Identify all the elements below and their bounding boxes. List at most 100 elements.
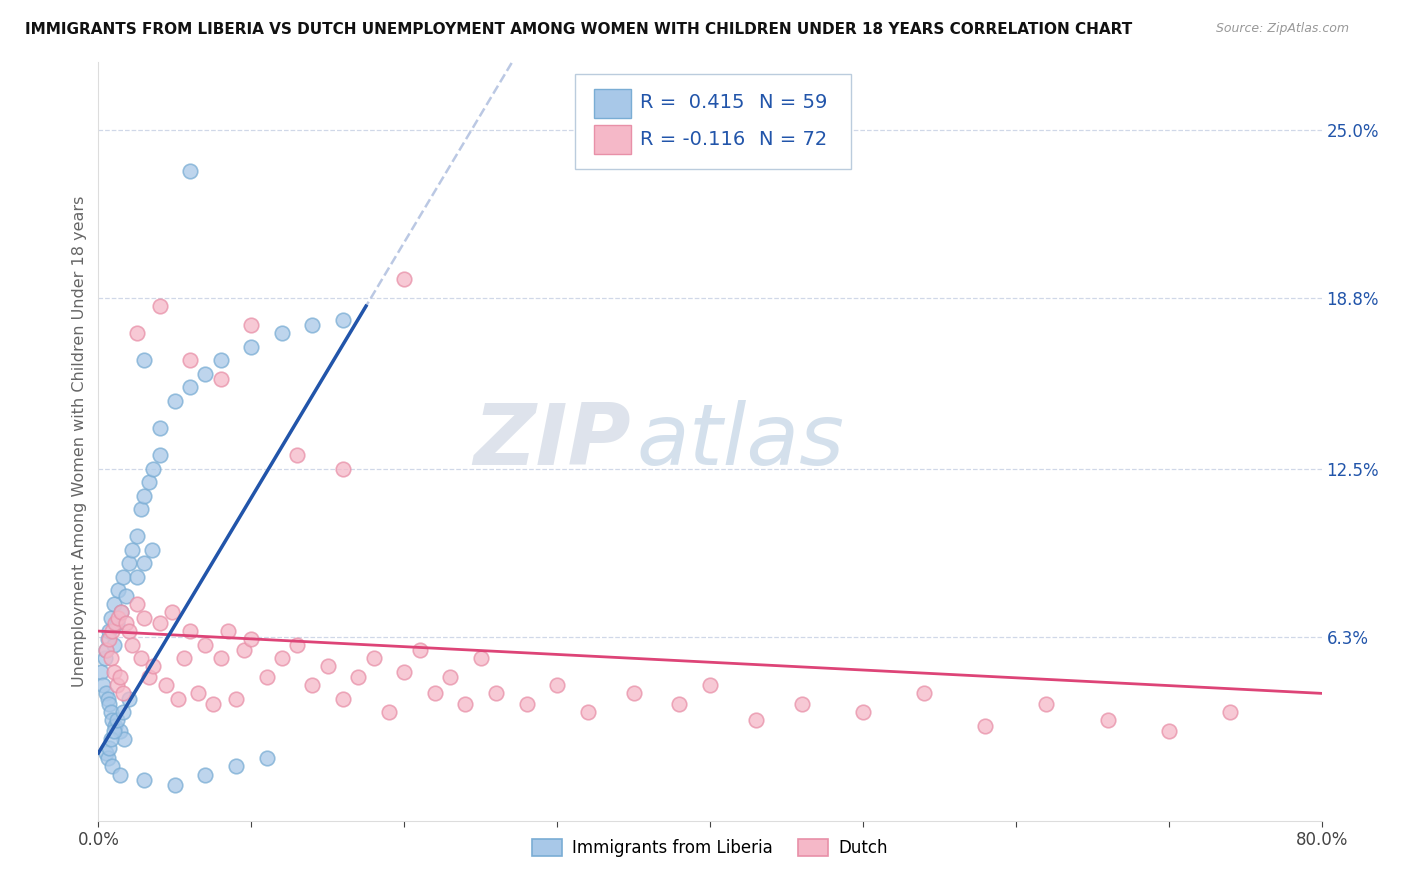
Text: Source: ZipAtlas.com: Source: ZipAtlas.com — [1216, 22, 1350, 36]
Point — [270, 326, 292, 341]
Point — [1219, 706, 1241, 720]
Point — [104, 719, 127, 733]
Point — [103, 638, 125, 652]
Point — [194, 767, 217, 781]
Point — [94, 746, 117, 760]
Point — [270, 651, 292, 665]
Point — [97, 691, 120, 706]
Point — [240, 318, 263, 332]
Point — [240, 340, 263, 354]
Point — [149, 448, 172, 462]
Point — [225, 759, 247, 773]
Point — [408, 643, 430, 657]
Point — [209, 372, 232, 386]
Point — [256, 751, 278, 765]
Point — [347, 670, 370, 684]
Point — [179, 380, 201, 394]
Point — [485, 686, 508, 700]
Point — [142, 659, 165, 673]
Text: R =  0.415: R = 0.415 — [640, 93, 745, 112]
Point — [103, 597, 125, 611]
Point — [138, 670, 160, 684]
Point — [129, 502, 152, 516]
Point — [121, 638, 143, 652]
Point — [209, 353, 232, 368]
Point — [98, 740, 121, 755]
Point — [1097, 714, 1119, 728]
Point — [301, 318, 323, 332]
Point — [91, 678, 114, 692]
Point — [105, 615, 128, 630]
Point — [363, 651, 385, 665]
Point — [100, 610, 122, 624]
Point — [111, 686, 134, 700]
Point — [149, 299, 172, 313]
Point — [98, 697, 121, 711]
Point — [378, 706, 401, 720]
Point — [134, 489, 156, 503]
Point — [232, 643, 254, 657]
Text: atlas: atlas — [637, 400, 845, 483]
Point — [97, 751, 120, 765]
Legend: Immigrants from Liberia, Dutch: Immigrants from Liberia, Dutch — [524, 830, 896, 865]
Point — [104, 615, 127, 630]
Point — [301, 678, 323, 692]
Point — [392, 272, 416, 286]
Point — [1035, 697, 1057, 711]
Text: IMMIGRANTS FROM LIBERIA VS DUTCH UNEMPLOYMENT AMONG WOMEN WITH CHILDREN UNDER 18: IMMIGRANTS FROM LIBERIA VS DUTCH UNEMPLO… — [25, 22, 1133, 37]
Point — [108, 670, 131, 684]
Point — [138, 475, 160, 490]
Point — [94, 643, 117, 657]
Point — [111, 570, 134, 584]
Point — [94, 643, 117, 657]
Point — [439, 670, 461, 684]
Point — [332, 312, 354, 326]
Point — [101, 624, 124, 639]
Point — [155, 678, 177, 692]
Point — [163, 779, 186, 793]
Point — [105, 678, 128, 692]
Point — [179, 624, 201, 639]
Point — [316, 659, 339, 673]
Point — [134, 772, 156, 787]
Point — [115, 589, 138, 603]
Text: ZIP: ZIP — [472, 400, 630, 483]
Point — [912, 686, 935, 700]
Point — [107, 610, 129, 624]
Text: N = 59: N = 59 — [759, 93, 827, 112]
Point — [125, 529, 148, 543]
Point — [90, 665, 112, 679]
Point — [392, 665, 416, 679]
FancyBboxPatch shape — [575, 74, 851, 169]
Point — [134, 557, 156, 571]
Point — [790, 697, 813, 711]
Point — [179, 353, 201, 368]
Point — [125, 570, 148, 584]
Point — [149, 615, 172, 630]
Point — [187, 686, 209, 700]
Point — [454, 697, 477, 711]
Point — [160, 605, 183, 619]
Point — [108, 724, 131, 739]
Point — [167, 691, 190, 706]
Point — [332, 691, 354, 706]
Point — [285, 638, 308, 652]
Point — [93, 651, 115, 665]
Point — [94, 686, 117, 700]
Point — [100, 706, 122, 720]
Text: R = -0.116: R = -0.116 — [640, 130, 745, 149]
Point — [1157, 724, 1180, 739]
Point — [125, 597, 148, 611]
Point — [745, 714, 768, 728]
Point — [98, 624, 121, 639]
Point — [194, 638, 217, 652]
Point — [852, 706, 875, 720]
Point — [98, 632, 121, 647]
Point — [100, 732, 122, 747]
Point — [103, 665, 125, 679]
Point — [149, 421, 172, 435]
Point — [118, 624, 141, 639]
Point — [142, 461, 165, 475]
Point — [125, 326, 148, 341]
Point — [115, 615, 138, 630]
